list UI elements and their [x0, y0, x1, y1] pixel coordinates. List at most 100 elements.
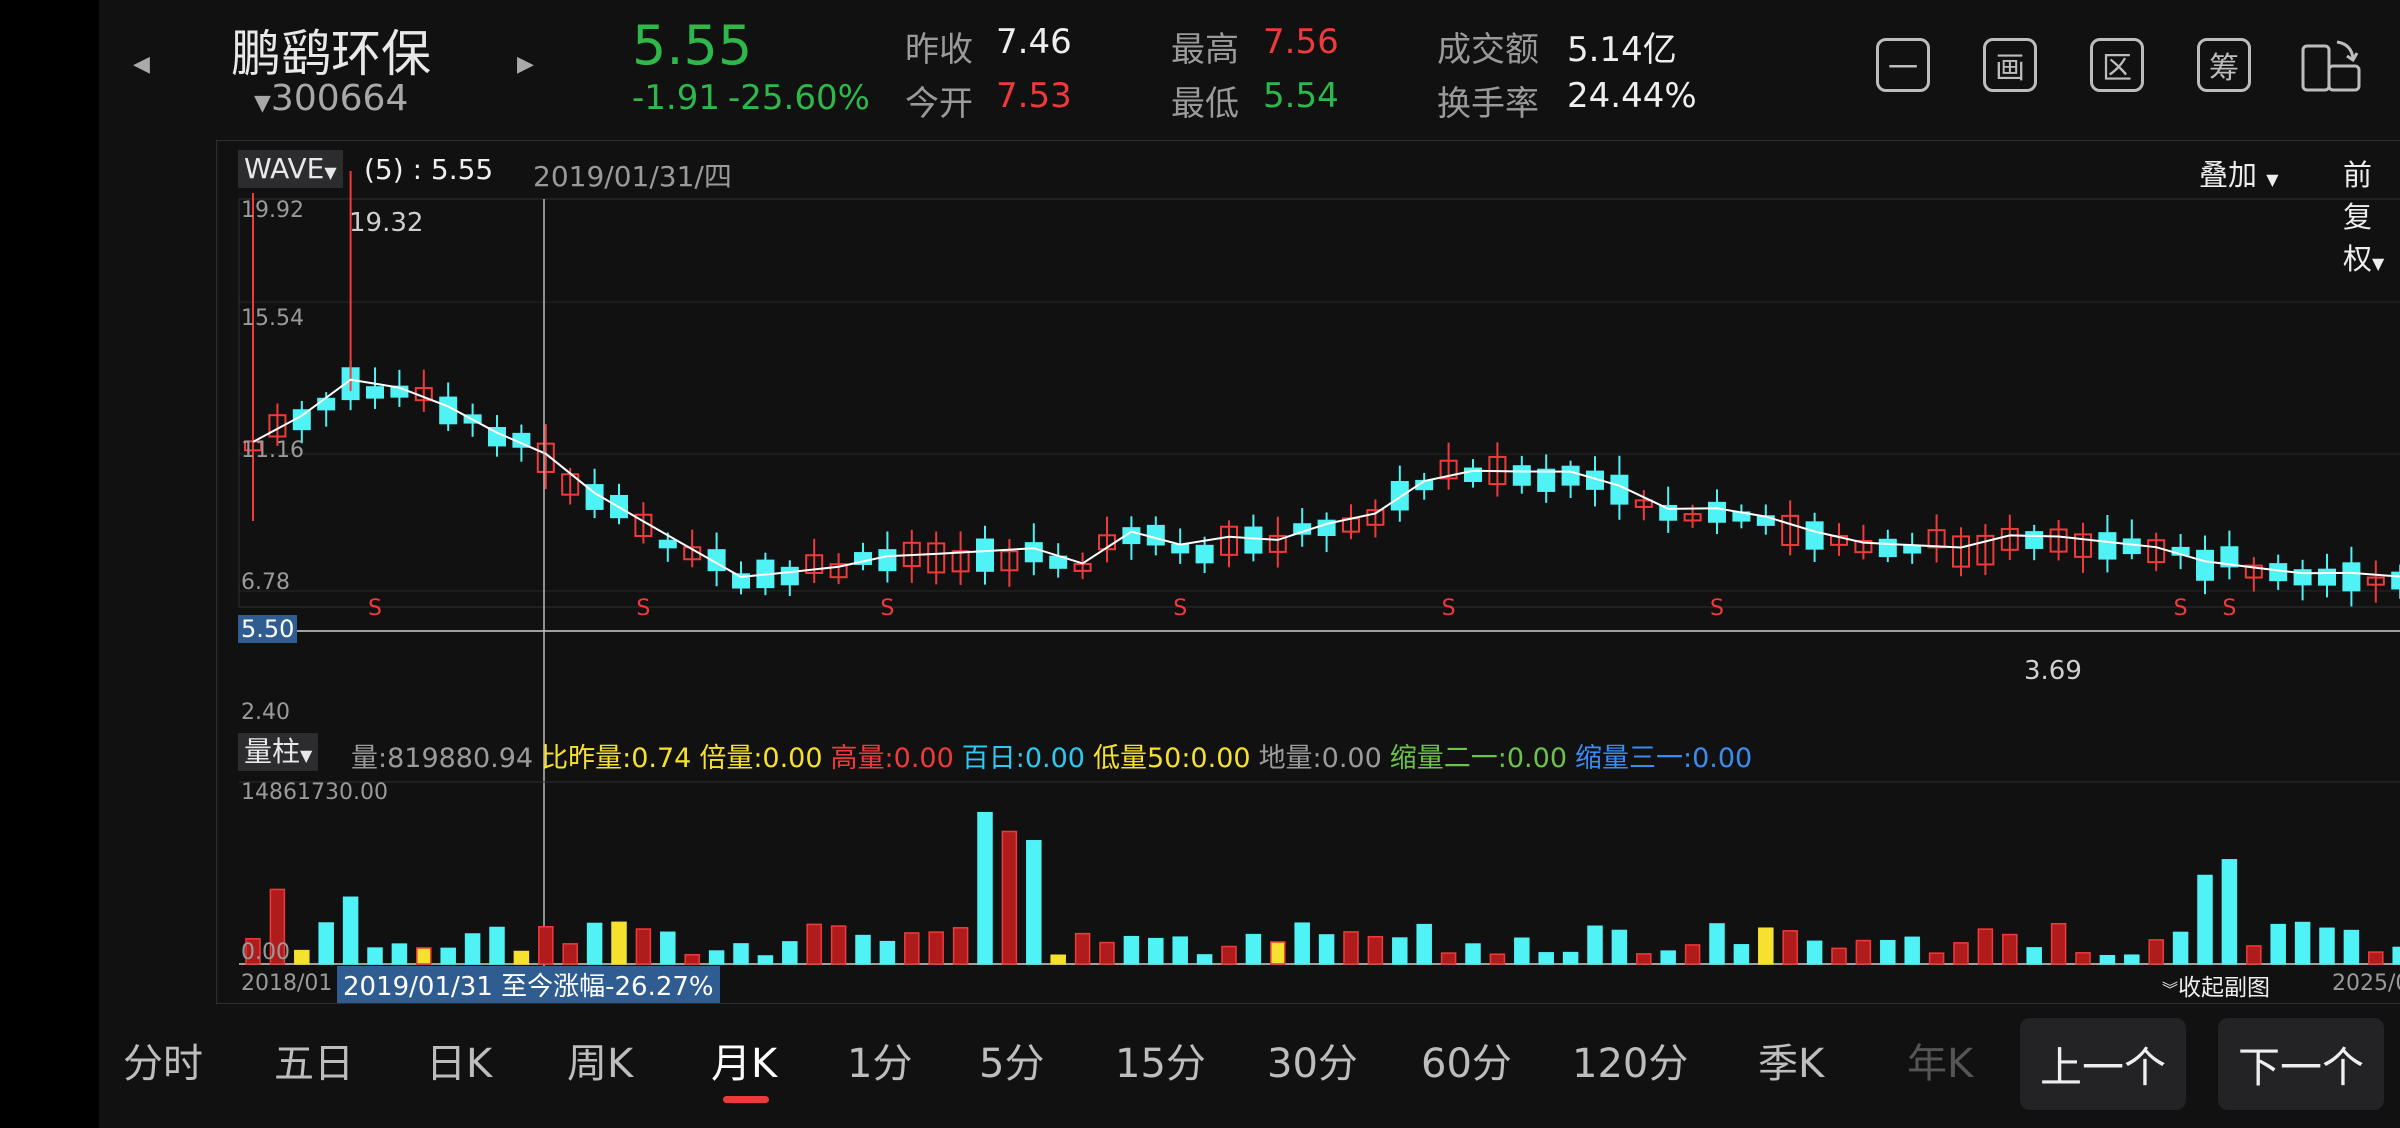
volume-bar	[1636, 953, 1652, 965]
volume-bar	[1440, 952, 1457, 965]
volume-y-min: 0.00	[241, 940, 290, 965]
tab-2[interactable]: 日K	[426, 1041, 493, 1087]
x-axis-end-date: 2025/07/30	[2332, 971, 2400, 996]
candle-body	[2366, 576, 2385, 586]
candle-body	[1610, 474, 1629, 505]
tab-6[interactable]: 5分	[979, 1041, 1045, 1087]
volume-bar	[294, 949, 310, 965]
candle-body	[1805, 521, 1824, 550]
prev-stock-arrow-icon[interactable]: ◀	[133, 52, 150, 77]
collapse-subchart-button[interactable]: ︾收起副图	[2162, 968, 2270, 1002]
stock-code-selector[interactable]: ▼300664	[254, 78, 408, 119]
turnover-rate-value: 24.44%	[1567, 76, 1697, 116]
overlay-dropdown[interactable]: 叠加 ▼	[2199, 152, 2279, 194]
candle-body	[2342, 562, 2361, 592]
next-button[interactable]: 下一个	[2218, 1018, 2384, 1110]
active-tab-underline	[723, 1096, 769, 1103]
stock-code: 300664	[270, 78, 409, 119]
high-label: 最高	[1171, 30, 1239, 70]
s-marker: S	[1173, 596, 1187, 621]
volume-bar	[1465, 943, 1481, 965]
volume-bar	[1221, 945, 1237, 965]
volume-bar	[1196, 954, 1213, 965]
volume-stat-3: 高量:0.00	[830, 743, 954, 774]
y-axis-label: 11.16	[241, 438, 304, 463]
volume-bar	[562, 943, 578, 965]
tab-4[interactable]: 月K	[711, 1040, 777, 1103]
s-marker: S	[2174, 596, 2188, 621]
tab-5[interactable]: 1分	[847, 1041, 913, 1087]
candle-body	[732, 573, 750, 589]
volume-bar	[269, 888, 286, 965]
prev-button[interactable]: 上一个	[2020, 1018, 2186, 1110]
candle-body	[2074, 533, 2092, 558]
tab-3[interactable]: 周K	[567, 1041, 634, 1087]
candle-body	[536, 442, 555, 473]
volume-indicator-selector[interactable]: 量柱▼	[238, 733, 319, 771]
volume-stat-1: 比昨量:0.74	[541, 743, 692, 774]
volume-bar	[1611, 929, 1628, 965]
volume-bar	[342, 896, 359, 965]
tab-12[interactable]: 年K	[1907, 1041, 1974, 1087]
volume-bar	[1782, 930, 1798, 965]
tab-1[interactable]: 五日	[274, 1041, 354, 1087]
volume-bar	[1392, 937, 1408, 965]
volume-stat-2: 倍量:0.00	[699, 743, 823, 774]
x-axis-start-date: 2018/01	[241, 971, 333, 996]
indicator-value: (5) : 5.55	[364, 153, 494, 186]
volume-bar	[879, 940, 896, 965]
volume-bar	[855, 934, 871, 965]
y-axis-label: 15.54	[241, 306, 304, 331]
volume-bar	[1416, 923, 1432, 965]
candle-body	[805, 554, 824, 574]
open-value: 7.53	[996, 76, 1072, 116]
high-mark-label: 19.32	[349, 208, 424, 238]
tab-0[interactable]: 分时	[123, 1041, 203, 1087]
minus-icon: ⼀	[1888, 51, 1918, 86]
candle-body	[1439, 459, 1458, 480]
adjust-label: 前复权	[2343, 158, 2373, 276]
app-screen: ◀ 鹏鹞环保 ▼300664 ▶ 5.55 -1.91 -25.60% 昨收 7…	[99, 0, 2400, 1128]
candle-body	[1366, 509, 1385, 526]
tab-9[interactable]: 60分	[1421, 1041, 1512, 1087]
candle-body	[1561, 465, 1580, 486]
volume-bar	[757, 955, 774, 965]
volume-stat-4: 百日:0.00	[961, 743, 1085, 774]
tab-10[interactable]: 120分	[1572, 1041, 1689, 1087]
candle-body	[1878, 538, 1897, 558]
rotate-screen-button[interactable]	[2299, 36, 2363, 96]
candle-body	[317, 397, 336, 411]
volume-bar	[1880, 939, 1896, 965]
indicator-selector[interactable]: WAVE▼	[238, 150, 343, 188]
kline-chart-svg[interactable]: SSSSSSSSS	[217, 141, 2400, 1003]
dropdown-icon: ▼	[254, 91, 271, 116]
volume-bar	[2294, 921, 2311, 965]
line-tool-button[interactable]: ⼀	[1876, 38, 1930, 92]
low-value: 5.54	[1263, 76, 1339, 116]
tab-8[interactable]: 30分	[1267, 1041, 1358, 1087]
next-stock-arrow-icon[interactable]: ▶	[517, 52, 534, 77]
kline-chart-panel[interactable]: SSSSSSSSS	[216, 140, 2400, 1004]
draw-tool-button[interactable]: 画	[1983, 38, 2037, 92]
volume-bar	[2050, 922, 2067, 965]
volume-bar	[1343, 931, 1359, 965]
adjust-dropdown[interactable]: 前复权▼	[2343, 152, 2400, 278]
tab-7[interactable]: 15分	[1115, 1041, 1206, 1087]
dropdown-icon: ▼	[2372, 254, 2385, 273]
volume-bar	[2343, 929, 2360, 965]
candle-body	[976, 538, 994, 572]
cursor-date: 2019/01/31/四	[533, 160, 732, 193]
volume-stat-7: 缩量二一:0.00	[1389, 743, 1567, 774]
dropdown-icon: ▼	[324, 163, 337, 182]
candle-body	[2025, 531, 2044, 549]
volume-bar	[2368, 951, 2384, 965]
candle-body	[951, 550, 970, 573]
volume-bar	[1026, 840, 1042, 965]
chips-tool-button[interactable]: 筹	[2197, 38, 2251, 92]
volume-bar	[2197, 874, 2213, 965]
s-marker: S	[368, 596, 382, 621]
volume-bar	[2099, 954, 2116, 965]
range-tool-button[interactable]: 区	[2090, 38, 2144, 92]
tab-11[interactable]: 季K	[1758, 1041, 1825, 1087]
range-change-tag: 2019/01/31 至今涨幅-26.27%	[337, 966, 720, 1003]
